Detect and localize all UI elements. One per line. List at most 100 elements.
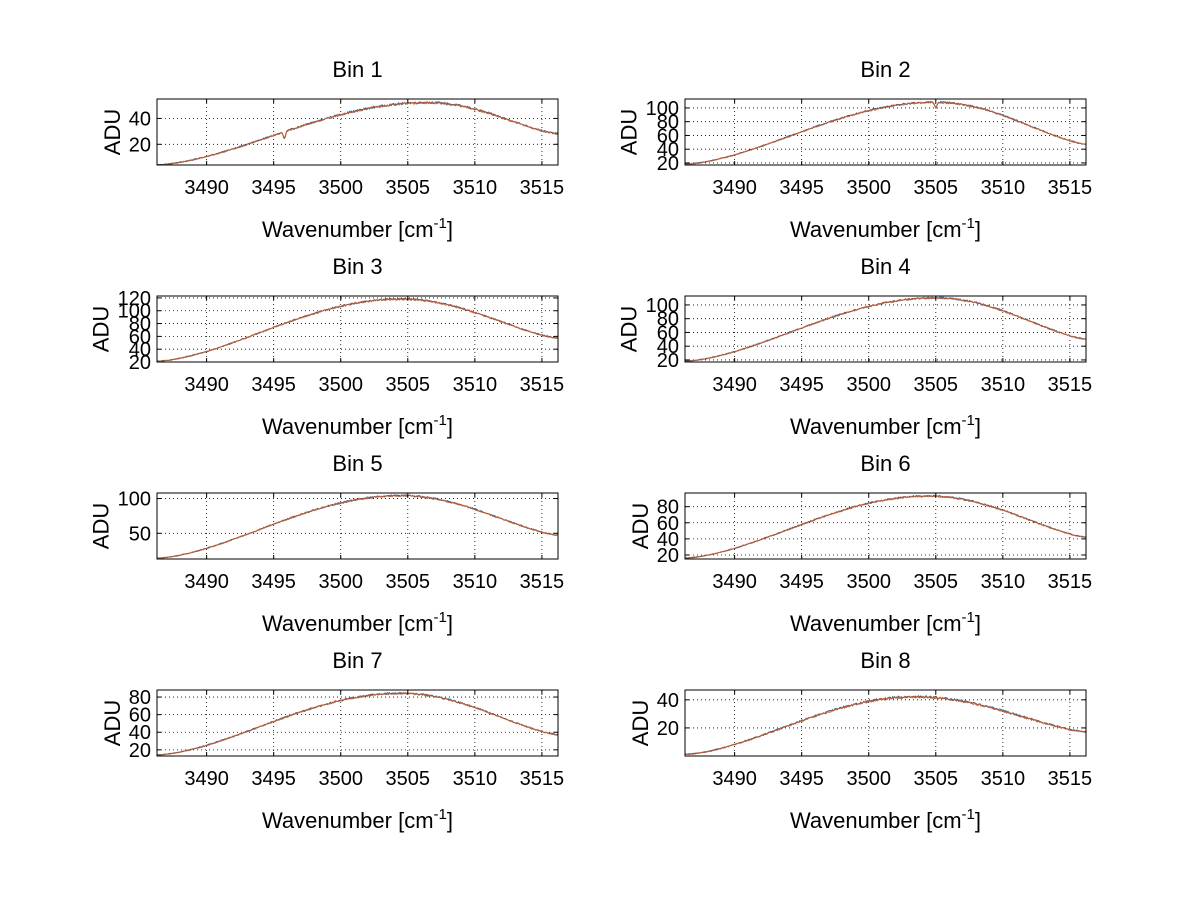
x-axis-label-superscript: -1 xyxy=(434,412,447,429)
series-line-2 xyxy=(684,494,1087,559)
x-tick-label: 3505 xyxy=(386,571,431,593)
x-tick-label: 3500 xyxy=(318,768,363,790)
subplot-title: Bin 6 xyxy=(860,451,910,476)
y-tick-label: 60 xyxy=(129,705,151,727)
y-tick-label: 80 xyxy=(129,314,151,336)
axes-background xyxy=(157,99,558,165)
subplot-title: Bin 3 xyxy=(332,254,382,279)
x-tick-label: 3510 xyxy=(981,768,1026,790)
y-tick-label: 20 xyxy=(657,545,679,567)
x-tick-label: 3515 xyxy=(520,571,565,593)
x-tick-label: 3515 xyxy=(520,374,565,396)
x-axis-label: Wavenumber [cm-1] xyxy=(790,609,981,636)
series-line-1 xyxy=(156,100,559,166)
y-axis-label: ADU xyxy=(617,109,642,155)
axes-background xyxy=(157,296,558,362)
x-axis-label: Wavenumber [cm-1] xyxy=(262,806,453,833)
y-tick-label: 20 xyxy=(129,352,151,374)
x-axis-label-superscript: -1 xyxy=(962,609,975,626)
subplot-bin-5: 3490 3495 3500 3505 3510 3515 50 100 Bin 5 Wavenu… xyxy=(89,451,565,636)
x-axis-label-suffix: ] xyxy=(975,414,981,439)
y-axis-label: ADU xyxy=(100,109,125,155)
y-tick-label: 80 xyxy=(657,112,679,134)
subplot-title: Bin 2 xyxy=(860,57,910,82)
x-tick-label: 3495 xyxy=(779,177,824,199)
y-tick-label: 20 xyxy=(657,153,679,175)
x-tick-label: 3510 xyxy=(981,374,1026,396)
y-axis-label: ADU xyxy=(617,306,642,352)
x-tick-label: 3500 xyxy=(846,768,891,790)
x-axis-label-superscript: -1 xyxy=(434,215,447,232)
y-tick-label: 40 xyxy=(129,339,151,361)
y-tick-label: 20 xyxy=(129,740,151,762)
x-axis-label-superscript: -1 xyxy=(962,215,975,232)
x-axis-label-superscript: -1 xyxy=(962,412,975,429)
subplot-title: Bin 4 xyxy=(860,254,910,279)
axes-frame xyxy=(156,98,559,166)
y-tick-label: 40 xyxy=(129,722,151,744)
x-tick-label: 3500 xyxy=(846,571,891,593)
x-tick-label: 3505 xyxy=(914,177,959,199)
x-tick-label: 3510 xyxy=(981,571,1026,593)
series-line-2 xyxy=(156,494,559,559)
y-axis-label: ADU xyxy=(628,700,653,746)
x-axis-label-suffix: ] xyxy=(447,414,453,439)
x-axis-label-main: Wavenumber [cm xyxy=(790,808,962,833)
x-tick-label: 3500 xyxy=(318,571,363,593)
x-tick-label: 3515 xyxy=(520,768,565,790)
x-tick-label: 3510 xyxy=(453,571,498,593)
x-tick-label: 3490 xyxy=(712,374,757,396)
x-tick-label: 3505 xyxy=(386,768,431,790)
y-tick-label: 60 xyxy=(129,326,151,348)
y-axis-label: ADU xyxy=(89,306,114,352)
x-axis-label: Wavenumber [cm-1] xyxy=(262,412,453,439)
series-line-2 xyxy=(156,297,559,362)
x-tick-label: 3495 xyxy=(779,571,824,593)
y-tick-label: 60 xyxy=(657,125,679,147)
x-axis-label-main: Wavenumber [cm xyxy=(262,414,434,439)
x-tick-label: 3490 xyxy=(712,571,757,593)
axes-frame xyxy=(684,98,1087,166)
y-tick-label: 40 xyxy=(657,336,679,358)
y-tick-label: 40 xyxy=(129,108,151,130)
x-axis-label-main: Wavenumber [cm xyxy=(262,217,434,242)
series-line-2 xyxy=(684,100,1087,165)
x-axis-label: Wavenumber [cm-1] xyxy=(790,412,981,439)
x-tick-label: 3515 xyxy=(1048,571,1093,593)
axes-frame xyxy=(156,295,559,363)
axes-frame xyxy=(684,492,1087,560)
x-axis-label-main: Wavenumber [cm xyxy=(790,414,962,439)
subplot-title: Bin 7 xyxy=(332,648,382,673)
x-tick-label: 3515 xyxy=(1048,768,1093,790)
x-tick-label: 3490 xyxy=(184,177,229,199)
x-tick-label: 3500 xyxy=(318,374,363,396)
x-tick-label: 3500 xyxy=(318,177,363,199)
y-tick-label: 20 xyxy=(657,718,679,740)
x-tick-label: 3495 xyxy=(779,768,824,790)
x-tick-label: 3505 xyxy=(914,571,959,593)
y-tick-label: 40 xyxy=(657,139,679,161)
axes-frame xyxy=(684,295,1087,363)
x-axis-label-suffix: ] xyxy=(447,611,453,636)
y-tick-label: 40 xyxy=(657,529,679,551)
x-axis-label-suffix: ] xyxy=(447,217,453,242)
x-tick-label: 3490 xyxy=(712,177,757,199)
x-axis-label-superscript: -1 xyxy=(434,806,447,823)
y-tick-label: 80 xyxy=(657,497,679,519)
x-axis-label-suffix: ] xyxy=(975,217,981,242)
x-tick-label: 3490 xyxy=(184,571,229,593)
y-tick-label: 80 xyxy=(129,687,151,709)
x-tick-label: 3510 xyxy=(453,177,498,199)
x-tick-label: 3500 xyxy=(846,177,891,199)
x-tick-label: 3495 xyxy=(251,374,296,396)
x-tick-label: 3495 xyxy=(251,571,296,593)
y-tick-label: 50 xyxy=(129,523,151,545)
axes-background xyxy=(685,99,1086,165)
y-tick-label: 100 xyxy=(118,489,151,511)
x-axis-label-suffix: ] xyxy=(975,808,981,833)
x-axis-label-main: Wavenumber [cm xyxy=(790,217,962,242)
y-tick-label: 20 xyxy=(657,350,679,372)
